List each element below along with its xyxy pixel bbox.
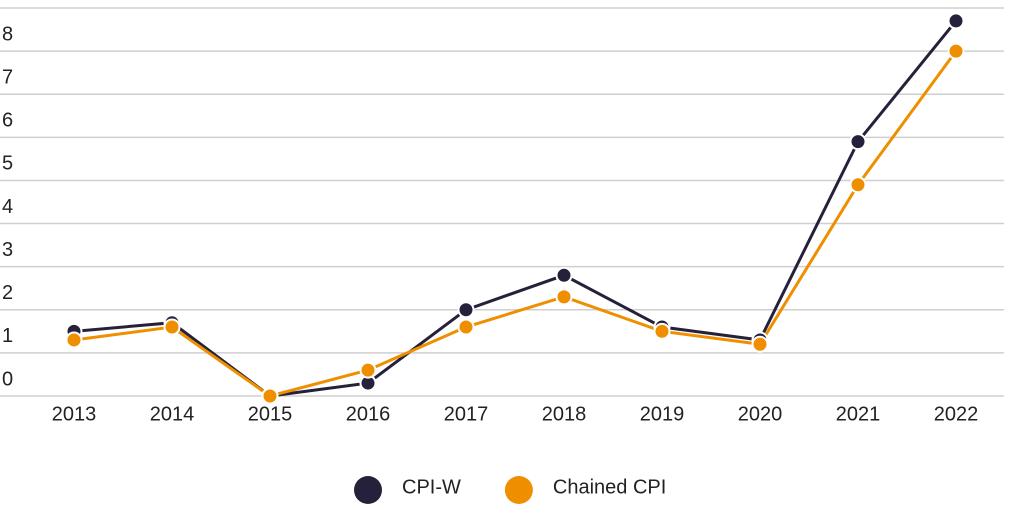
y-tick-label: 8 xyxy=(2,23,13,45)
x-tick-label: 2019 xyxy=(640,403,685,425)
point xyxy=(849,133,867,151)
point xyxy=(65,331,83,349)
y-tick-label: 4 xyxy=(2,196,13,218)
x-tick-label: 2015 xyxy=(248,403,293,425)
legend-marker xyxy=(504,476,533,504)
x-tick-label: 2022 xyxy=(934,403,979,425)
x-tick-label: 2013 xyxy=(52,403,97,425)
point xyxy=(751,335,769,353)
y-tick-label: 1 xyxy=(2,325,13,347)
x-tick-label: 2018 xyxy=(542,403,587,425)
x-tick-label: 2017 xyxy=(444,403,489,425)
y-tick-label: 6 xyxy=(2,110,13,132)
x-tick-label: 2014 xyxy=(150,403,195,425)
series-line xyxy=(73,19,958,398)
x-tick-label: 2020 xyxy=(738,403,783,425)
x-tick-label: 2016 xyxy=(346,403,391,425)
point xyxy=(947,12,965,30)
point xyxy=(947,42,965,60)
point xyxy=(457,318,475,336)
y-tick-label: 2 xyxy=(2,282,13,304)
series-line xyxy=(73,50,958,398)
point xyxy=(653,322,671,340)
y-tick-label: 3 xyxy=(2,239,13,261)
y-tick-label: 0 xyxy=(2,368,13,390)
legend-marker xyxy=(354,476,382,504)
point xyxy=(457,301,475,319)
point xyxy=(359,361,377,379)
point xyxy=(555,288,573,306)
legend-label: CPI-W xyxy=(402,476,461,498)
y-tick-label: 7 xyxy=(2,67,13,89)
point xyxy=(261,387,279,405)
y-tick-label: 5 xyxy=(2,153,13,175)
x-tick-label: 2021 xyxy=(836,403,881,425)
point xyxy=(849,176,867,194)
legend-label: Chained CPI xyxy=(553,476,666,498)
point xyxy=(555,266,573,284)
point xyxy=(163,318,181,336)
